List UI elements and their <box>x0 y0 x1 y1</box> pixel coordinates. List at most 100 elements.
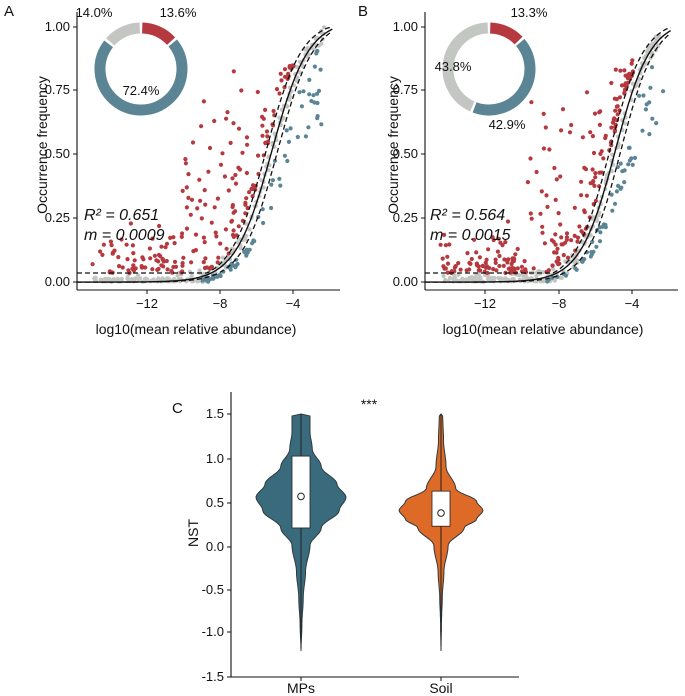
point-above <box>198 198 203 203</box>
panel-c-y-tick-label: 1.5 <box>206 406 224 421</box>
point-above <box>225 110 230 115</box>
point-below <box>594 244 599 249</box>
point-above <box>577 224 582 229</box>
point-above <box>531 266 536 271</box>
point-below <box>610 208 615 213</box>
panel-c-violins <box>255 413 484 651</box>
point-above <box>263 107 268 112</box>
point-above <box>545 204 550 209</box>
point-neutral <box>456 272 461 277</box>
point-above <box>169 268 174 274</box>
point-neutral <box>517 273 522 278</box>
point-above <box>279 78 284 83</box>
point-neutral <box>111 277 116 282</box>
point-above <box>116 255 121 260</box>
point-above <box>222 174 227 179</box>
point-below <box>244 253 249 258</box>
point-above <box>506 257 511 262</box>
point-above <box>190 140 196 145</box>
point-above <box>125 257 130 262</box>
point-above <box>206 169 211 174</box>
point-above <box>255 89 260 95</box>
point-above <box>172 241 177 246</box>
panel-b-x-tick-label: −12 <box>474 296 496 311</box>
point-above <box>558 174 563 179</box>
point-neutral <box>319 41 324 46</box>
point-above <box>529 100 534 105</box>
point-above <box>173 264 179 269</box>
point-below <box>630 162 635 167</box>
point-above <box>223 227 228 232</box>
panel-b-lower-ci-curve <box>425 32 672 283</box>
point-above <box>617 95 623 100</box>
point-neutral <box>98 277 103 282</box>
point-above <box>559 128 564 133</box>
point-above <box>224 116 229 121</box>
point-above <box>265 134 270 139</box>
point-neutral <box>259 178 264 183</box>
point-below <box>614 189 620 194</box>
point-above <box>592 111 598 116</box>
point-above <box>239 88 244 93</box>
point-above <box>590 134 596 139</box>
donut-segment-neutral <box>106 22 141 46</box>
panel-a-y-tick-label: 1.00 <box>45 19 70 34</box>
point-above <box>260 114 265 119</box>
point-above <box>264 129 270 134</box>
point-neutral <box>136 277 141 282</box>
point-above <box>197 177 202 182</box>
point-neutral <box>244 233 249 238</box>
point-below <box>597 239 603 244</box>
point-above <box>590 167 595 172</box>
point-above <box>540 230 545 235</box>
point-above <box>500 243 505 248</box>
point-above <box>580 135 586 140</box>
point-above <box>282 67 288 72</box>
point-above <box>195 206 200 211</box>
panel-c-y-tick-label: -0.5 <box>202 582 224 597</box>
point-above <box>597 110 602 115</box>
point-neutral <box>541 270 546 275</box>
point-above <box>230 204 235 210</box>
point-above <box>528 156 533 161</box>
point-above <box>541 111 546 116</box>
point-above <box>541 146 547 151</box>
point-above <box>609 143 614 148</box>
point-above <box>189 197 195 202</box>
point-neutral <box>93 275 98 280</box>
point-above <box>251 185 256 190</box>
point-above <box>584 193 590 198</box>
donut-segment-above <box>489 22 523 45</box>
point-above <box>120 265 125 270</box>
point-below <box>618 161 623 166</box>
point-above <box>199 216 204 221</box>
panel-c-y-tick-label: 1.0 <box>206 451 224 466</box>
point-above <box>101 242 106 247</box>
point-above <box>543 125 548 130</box>
point-above <box>244 135 250 140</box>
point-above <box>233 172 238 178</box>
point-below <box>288 126 293 131</box>
point-neutral <box>295 75 300 80</box>
panel-b-donut-label-above: 13.3% <box>511 5 548 20</box>
panel-c-x-ticks: MPs Soil <box>287 677 453 696</box>
panel-c-y-axis-title: NST <box>185 519 201 547</box>
point-above <box>599 170 604 175</box>
point-above <box>453 264 458 269</box>
point-above <box>159 263 164 268</box>
point-above <box>495 249 500 254</box>
point-below <box>640 128 645 133</box>
point-above <box>130 266 135 271</box>
point-above <box>231 210 236 215</box>
point-above <box>202 188 207 193</box>
point-above <box>511 256 516 261</box>
panel-c-letter: C <box>172 400 183 417</box>
point-above <box>550 263 555 268</box>
point-above <box>244 170 249 176</box>
point-above <box>164 258 169 264</box>
point-above <box>119 237 124 242</box>
point-above <box>165 267 170 272</box>
point-above <box>442 232 447 237</box>
panel-b-upper-ci-curve <box>425 27 671 274</box>
